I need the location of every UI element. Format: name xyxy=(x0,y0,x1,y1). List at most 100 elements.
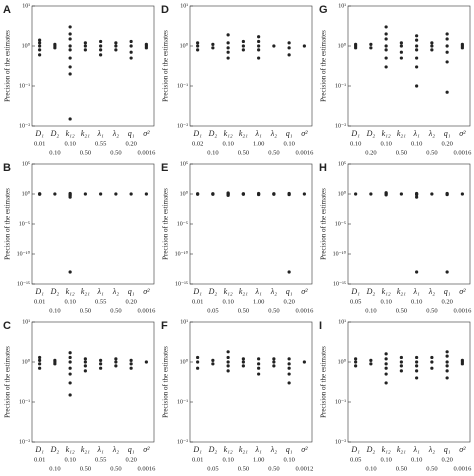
x-tick-label: q₁ xyxy=(128,445,135,454)
dot xyxy=(114,48,118,52)
x-tick-label: D₁ xyxy=(350,129,360,138)
dot xyxy=(144,42,148,46)
y-tick-label: 10¹ xyxy=(338,3,346,9)
dot xyxy=(369,192,373,196)
panel-letter: A xyxy=(3,4,11,16)
x-tick-label: D₁ xyxy=(34,445,44,454)
dot xyxy=(68,44,72,48)
param-value: 0.50 xyxy=(268,465,279,472)
dot xyxy=(114,44,118,48)
plot-frame xyxy=(31,321,155,443)
dot xyxy=(99,192,103,196)
dot xyxy=(445,364,449,368)
dot xyxy=(83,192,87,196)
dot xyxy=(241,39,245,44)
panel-letter: I xyxy=(319,320,322,332)
x-tick-label: D₂ xyxy=(50,129,60,138)
x-tick-label: k₁₂ xyxy=(66,129,75,138)
dot xyxy=(196,48,200,52)
y-tick-label: 10⁵ xyxy=(180,161,188,167)
param-value: 0.01 xyxy=(34,298,45,305)
y-tick-label: 10⁻¹⁵ xyxy=(17,281,30,287)
y-tick-label: 10⁻² xyxy=(19,123,30,129)
x-tick-label: λ₁ xyxy=(255,129,262,138)
dot xyxy=(399,44,403,48)
x-tick-label: k₁₂ xyxy=(382,287,391,296)
param-value: 0.01 xyxy=(34,456,45,463)
x-tick-label: q₁ xyxy=(286,445,293,454)
dot xyxy=(226,33,230,37)
y-tick-label: 10⁻¹⁰ xyxy=(17,250,31,257)
x-tick-label: λ₁ xyxy=(413,287,420,296)
y-tick-label: 10⁰ xyxy=(338,42,347,49)
dot xyxy=(241,44,245,48)
x-tick-label: D₁ xyxy=(350,287,360,296)
x-tick-label: σ² xyxy=(301,445,308,454)
y-tick-label: 10⁻¹ xyxy=(177,83,188,89)
dot xyxy=(53,358,57,362)
dot xyxy=(272,357,276,361)
dot xyxy=(211,358,215,362)
panel-letter: D xyxy=(161,4,169,16)
dot xyxy=(445,270,449,274)
x-tick-label: D₂ xyxy=(208,129,218,138)
x-tick-label: σ² xyxy=(143,445,150,454)
param-value: 0.50 xyxy=(396,465,407,472)
dot xyxy=(226,56,230,60)
x-tick-label: D₁ xyxy=(192,129,202,138)
dot xyxy=(415,270,419,274)
dot xyxy=(445,360,449,364)
dot xyxy=(415,65,419,69)
param-value: 0.10 xyxy=(283,140,294,147)
y-tick-label: 10⁰ xyxy=(180,358,189,365)
x-tick-label: k₁₂ xyxy=(66,445,75,454)
dot xyxy=(384,65,388,69)
y-tick-label: 10¹ xyxy=(180,319,188,325)
plot-frame xyxy=(31,5,155,127)
dot xyxy=(68,65,72,69)
dot xyxy=(226,350,230,354)
param-value: 0.10 xyxy=(283,456,294,463)
param-value: 0.02 xyxy=(192,140,203,147)
panel-letter: E xyxy=(161,162,168,174)
dot xyxy=(38,48,42,52)
x-tick-label: k₂₁ xyxy=(81,129,90,138)
dot xyxy=(257,362,261,366)
x-tick-label: σ² xyxy=(143,287,150,296)
dot xyxy=(399,56,403,60)
x-tick-label: λ₂ xyxy=(428,287,435,296)
dot xyxy=(68,366,72,370)
dot xyxy=(38,38,42,42)
dot xyxy=(354,364,358,368)
dot xyxy=(369,362,373,366)
param-value: 0.55 xyxy=(95,298,106,305)
dot xyxy=(384,37,388,41)
dot xyxy=(99,39,103,44)
param-value: 0.10 xyxy=(222,140,233,147)
dot xyxy=(38,192,42,196)
y-tick-label: 10⁵ xyxy=(338,161,346,167)
x-tick-label: k₂₁ xyxy=(397,129,406,138)
dot xyxy=(226,191,230,195)
dot xyxy=(415,38,419,42)
dot xyxy=(241,357,245,361)
dot xyxy=(430,355,434,360)
plot-frame xyxy=(31,163,155,285)
param-value: 0.10 xyxy=(380,456,391,463)
x-tick-label: λ₂ xyxy=(428,445,435,454)
panel-letter: H xyxy=(319,162,327,174)
y-tick-label: 10¹ xyxy=(338,319,346,325)
y-axis-label: Precision of the estimates xyxy=(4,188,12,260)
dot xyxy=(257,357,261,361)
dot xyxy=(257,191,261,196)
dot xyxy=(38,362,42,366)
dot xyxy=(196,192,200,196)
dot xyxy=(68,32,72,36)
param-value: 0.05 xyxy=(350,298,361,305)
param-value: 0.50 xyxy=(238,307,249,314)
x-tick-label: λ₂ xyxy=(112,287,119,296)
dot xyxy=(272,360,276,364)
dot xyxy=(83,369,87,373)
dot xyxy=(99,366,103,370)
dot xyxy=(38,366,42,370)
